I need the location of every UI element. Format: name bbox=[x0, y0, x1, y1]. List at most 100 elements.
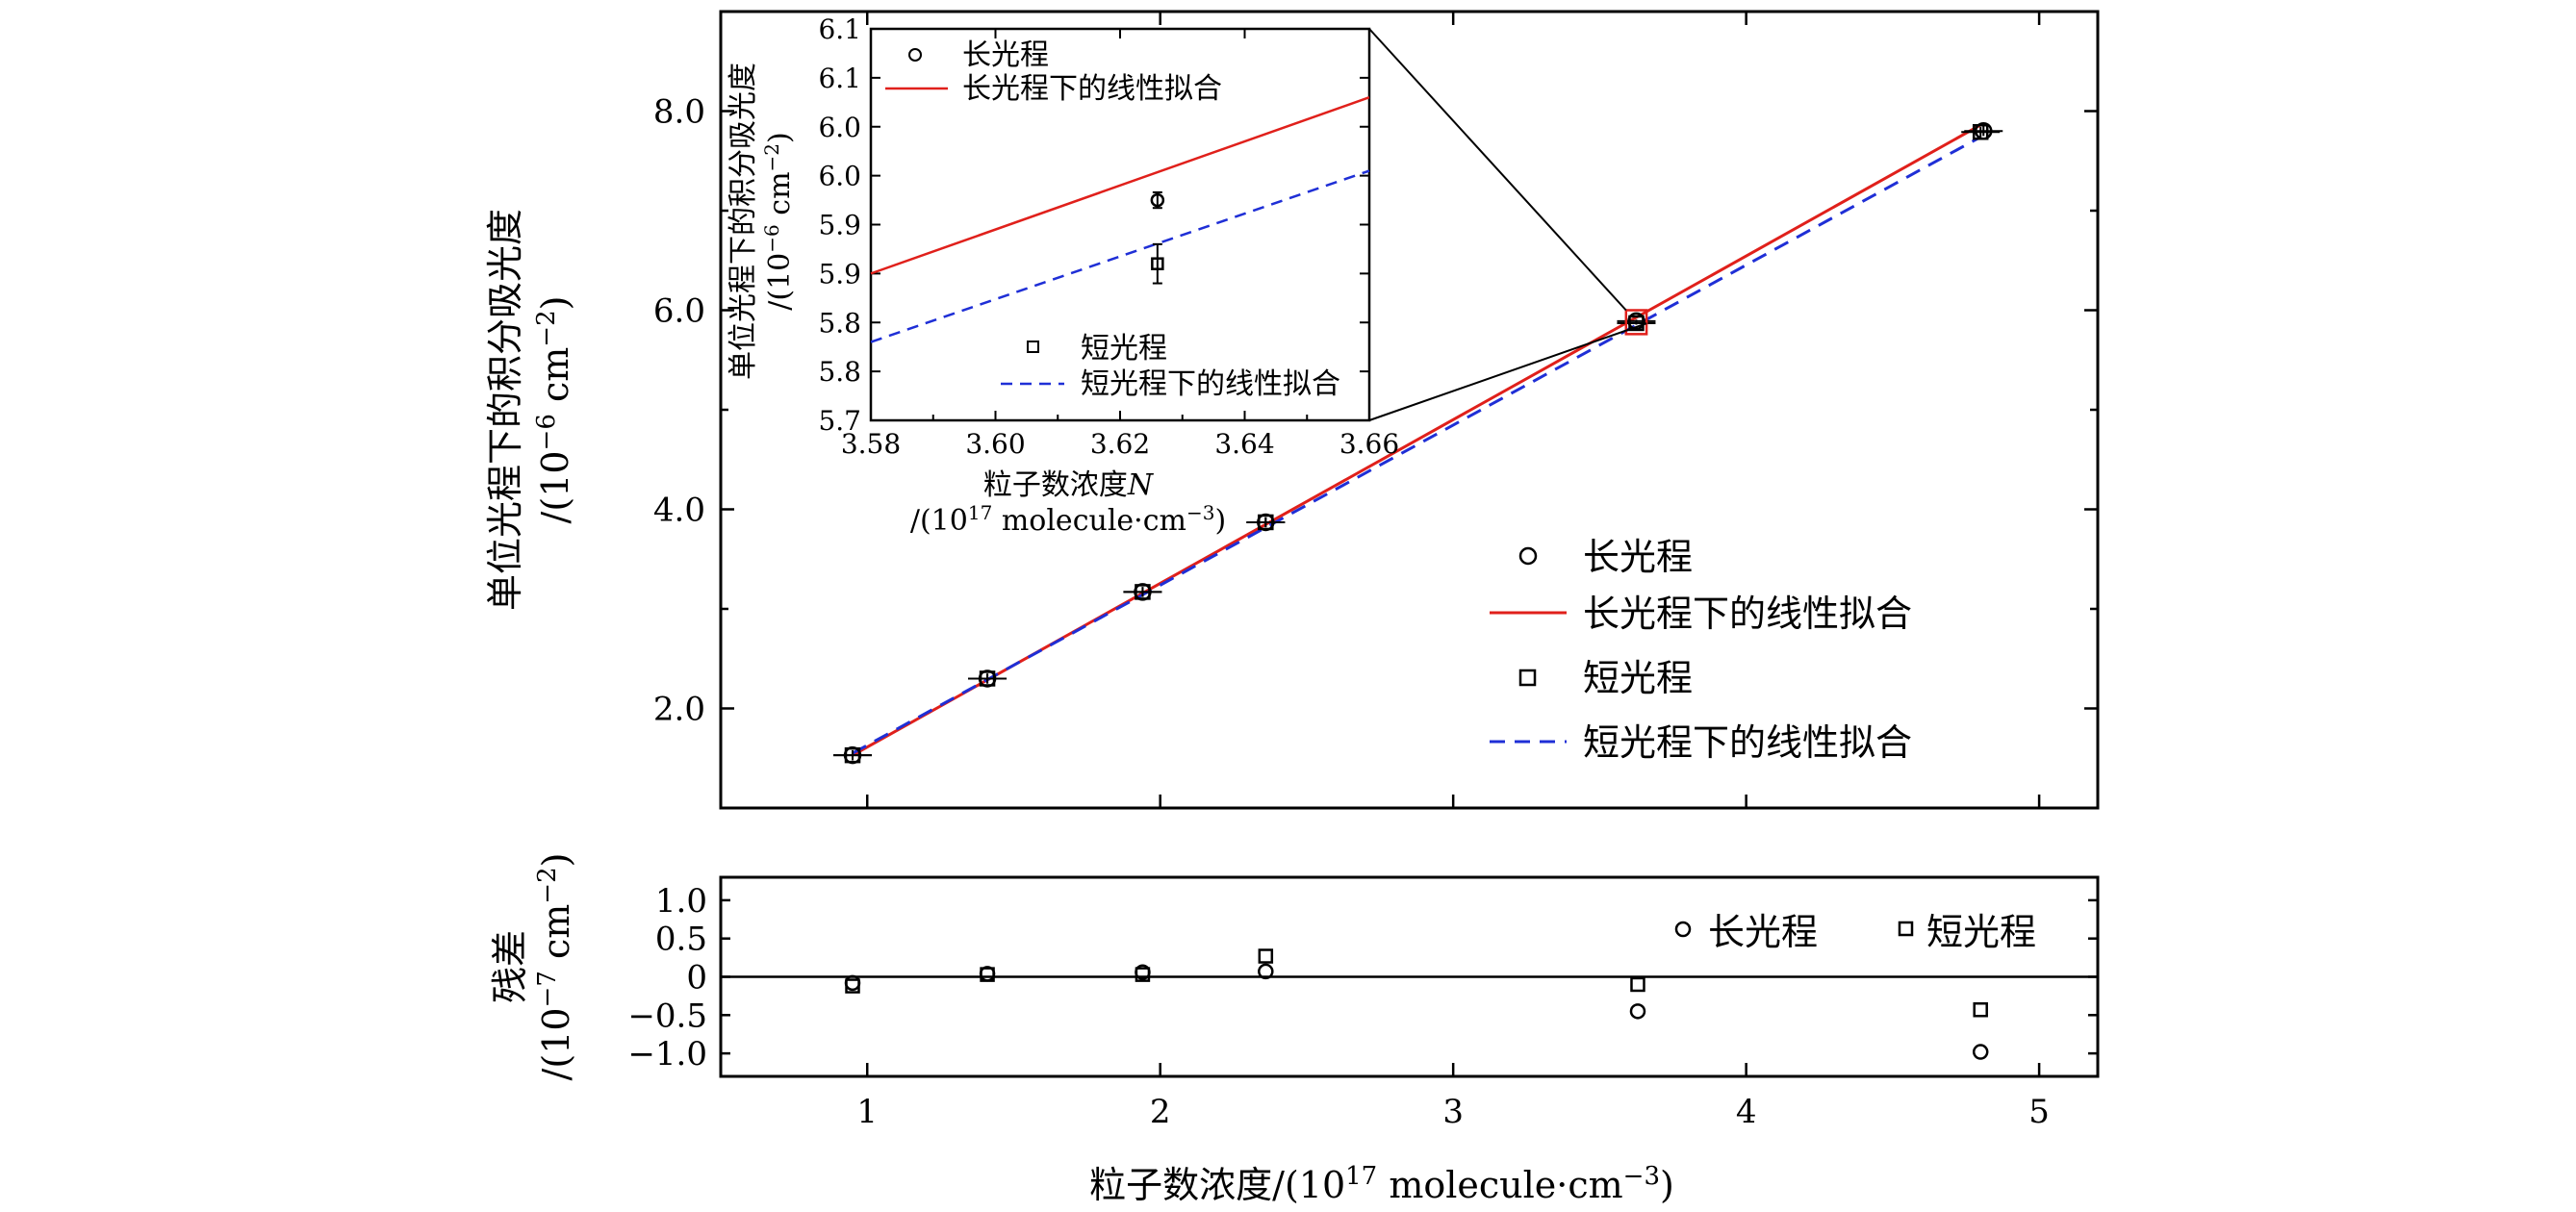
inset-fit-line bbox=[870, 96, 1370, 275]
residual-y-axis-label: 残差 /(10−7 cm−2) bbox=[489, 853, 577, 1081]
inset-ylabel-line1: 单位光程下的积分吸光度 bbox=[727, 63, 760, 380]
inset-ytick-label: 5.9 bbox=[818, 210, 861, 241]
residual-legend: 长光程 短光程 bbox=[1674, 911, 2036, 953]
inset-xtick-label: 3.64 bbox=[1214, 428, 1274, 460]
main-ytick-label: 4.0 bbox=[653, 492, 705, 530]
main-data-point bbox=[979, 670, 996, 687]
main-panel: 2.0 4.0 6.0 8.0 单位光程下的积分吸光度 /(10−6 cm−2) 长光… bbox=[484, 10, 2100, 810]
inset-ytick-label: 5.8 bbox=[818, 356, 861, 388]
zoom-connector-top bbox=[1368, 28, 1627, 312]
residual-markers bbox=[844, 948, 1989, 1060]
residual-ylabel-line1: 残差 bbox=[489, 930, 531, 1003]
inset-xtick-label: 3.62 bbox=[1090, 428, 1150, 460]
residual-ytick-label: 1.0 bbox=[655, 882, 707, 921]
residual-data-point bbox=[1629, 1003, 1646, 1020]
residual-ylabel-line2: /(10−7 cm−2) bbox=[533, 853, 577, 1081]
main-ylabel-line2: /(10−6 cm−2) bbox=[532, 296, 576, 524]
legend-long-fit-label: 长光程下的线性拟合 bbox=[1583, 593, 1912, 635]
main-legend: 长光程 长光程下的线性拟合 短光程 短光程下的线性拟合 bbox=[1490, 536, 1912, 764]
inset-legend-long-fit-label: 长光程下的线性拟合 bbox=[962, 72, 1222, 106]
residual-xtick-label: 4 bbox=[1736, 1093, 1757, 1131]
residual-ytick-label: −0.5 bbox=[627, 997, 707, 1035]
residual-data-point bbox=[1135, 967, 1151, 982]
zoom-connector-bottom bbox=[1368, 322, 1647, 421]
inset-markers bbox=[1150, 190, 1165, 285]
residual-xtick-label: 3 bbox=[1442, 1093, 1464, 1131]
residual-ticks bbox=[721, 898, 2098, 1076]
inset-xtick-label: 3.58 bbox=[841, 428, 901, 460]
main-ylabel-line1: 单位光程下的积分吸光度 bbox=[484, 209, 526, 611]
legend-short-fit-label: 短光程下的线性拟合 bbox=[1583, 721, 1912, 764]
residual-legend-short-label: 短光程 bbox=[1926, 911, 2036, 953]
main-ytick-label: 8.0 bbox=[653, 93, 705, 132]
inset-xtick-labels: 3.58 3.60 3.62 3.64 3.66 bbox=[841, 428, 1399, 460]
main-markers bbox=[833, 121, 2003, 765]
residual-data-point bbox=[1973, 1001, 1988, 1018]
inset-xlabel-line2: /(1017 molecule·cm−3) bbox=[910, 501, 1226, 538]
inset-legend-long-marker bbox=[908, 48, 922, 62]
residual-data-point bbox=[844, 974, 861, 992]
inset-fit-lines bbox=[870, 96, 1370, 343]
inset-ytick-label: 6.1 bbox=[818, 13, 861, 45]
residual-xtick-label: 1 bbox=[856, 1093, 878, 1131]
inset-xlabel-line1: 粒子数浓度N bbox=[983, 468, 1155, 502]
inset-xtick-label: 3.66 bbox=[1339, 428, 1399, 460]
main-ytick-label: 6.0 bbox=[653, 292, 705, 331]
residual-data-point bbox=[1258, 963, 1274, 980]
residual-legend-long-label: 长光程 bbox=[1708, 911, 1818, 953]
inset-ylabel-line2: /(10−6 cm−2) bbox=[760, 132, 797, 310]
legend-long-label: 长光程 bbox=[1583, 536, 1693, 578]
inset-ticks bbox=[870, 28, 1370, 421]
residual-data-point bbox=[980, 967, 995, 982]
residual-legend-short-marker bbox=[1898, 921, 1914, 937]
main-y-axis-label: 单位光程下的积分吸光度 /(10−6 cm−2) bbox=[484, 209, 576, 611]
inset-data-point bbox=[1150, 192, 1165, 208]
inset-legend-short-label: 短光程 bbox=[1081, 332, 1167, 366]
residual-x-axis-label: 粒子数浓度/(1017 molecule·cm−3) bbox=[1089, 1162, 1674, 1206]
legend-long-marker bbox=[1518, 546, 1538, 566]
residual-ytick-label: −1.0 bbox=[627, 1035, 707, 1073]
inset-legend-long-label: 长光程 bbox=[962, 38, 1049, 72]
legend-short-label: 短光程 bbox=[1583, 657, 1693, 699]
residual-legend-long-marker bbox=[1674, 921, 1692, 938]
inset-fit-line bbox=[870, 169, 1370, 343]
inset-ytick-label: 5.7 bbox=[818, 405, 861, 437]
inset-ytick-label: 6.0 bbox=[818, 161, 861, 192]
main-ytick-label: 2.0 bbox=[653, 691, 705, 729]
inset-ytick-label: 5.8 bbox=[818, 307, 861, 339]
inset-ytick-label: 5.9 bbox=[818, 258, 861, 290]
residual-data-point bbox=[845, 978, 860, 994]
main-data-point bbox=[1628, 315, 1645, 332]
residual-data-point bbox=[1630, 976, 1645, 993]
inset-ytick-labels: 5.7 5.8 5.8 5.9 5.9 6.0 6.0 6.1 6.1 bbox=[818, 13, 861, 437]
residual-xtick-label: 2 bbox=[1150, 1093, 1171, 1131]
residual-data-point bbox=[1258, 948, 1274, 964]
main-data-point bbox=[1972, 123, 1989, 140]
inset-y-axis-label: 单位光程下的积分吸光度 /(10−6 cm−2) bbox=[727, 63, 797, 380]
inset-legend-short-fit-label: 短光程下的线性拟合 bbox=[1081, 367, 1340, 401]
residual-panel: −1.0−0.500.51.0 1 2 3 4 5 残差 /(10−7 cm−2) 长光… bbox=[489, 853, 2100, 1206]
inset-ytick-label: 6.0 bbox=[818, 112, 861, 143]
zoom-box bbox=[1624, 309, 1648, 336]
main-ytick-labels: 2.0 4.0 6.0 8.0 bbox=[653, 93, 705, 729]
inset-panel: 5.7 5.8 5.8 5.9 5.9 6.0 6.0 6.1 6.1 3.58 3.60 3.62… bbox=[727, 13, 1399, 538]
residual-ytick-labels: −1.0−0.500.51.0 bbox=[627, 882, 707, 1073]
inset-xtick-label: 3.60 bbox=[965, 428, 1025, 460]
inset-legend-bottom: 短光程 短光程下的线性拟合 bbox=[1001, 332, 1340, 401]
residual-xtick-label: 5 bbox=[2028, 1093, 2050, 1131]
main-data-point bbox=[1135, 584, 1151, 600]
main-data-point bbox=[1258, 514, 1274, 531]
residual-xtick-labels: 1 2 3 4 5 bbox=[856, 1093, 2050, 1131]
inset-legend-short-marker bbox=[1027, 341, 1039, 353]
inset-data-point bbox=[1151, 257, 1164, 270]
residual-ytick-label: 0 bbox=[686, 959, 707, 997]
main-ticks bbox=[721, 10, 2098, 810]
legend-short-marker bbox=[1518, 669, 1537, 687]
inset-ytick-label: 6.1 bbox=[818, 63, 861, 94]
main-data-point bbox=[844, 746, 861, 764]
residual-ytick-label: 0.5 bbox=[655, 921, 707, 959]
main-fit-lines bbox=[852, 123, 1981, 757]
inset-legend-top: 长光程 长光程下的线性拟合 bbox=[885, 38, 1222, 106]
main-fit-line bbox=[852, 136, 1981, 755]
